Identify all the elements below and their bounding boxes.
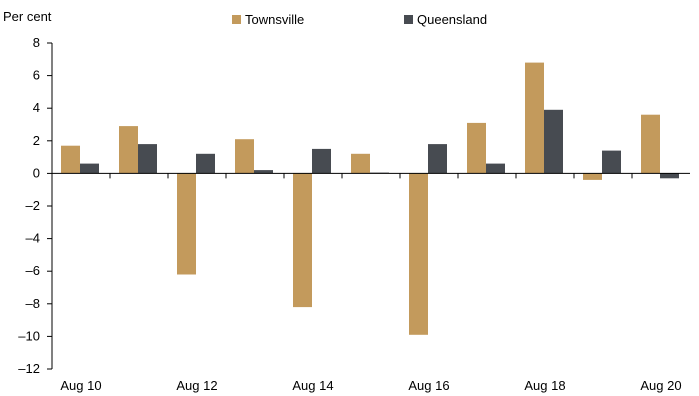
bar-townsville-aug-12 xyxy=(177,173,196,275)
y-tick-label: 2 xyxy=(33,133,40,148)
y-tick-label: 8 xyxy=(33,35,40,50)
bar-queensland-aug-12 xyxy=(196,153,215,174)
bar-queensland-aug-11 xyxy=(138,144,157,174)
bar-queensland-aug-18 xyxy=(544,109,563,174)
y-tick-label: 6 xyxy=(33,68,40,83)
bar-queensland-aug-17 xyxy=(486,163,505,174)
bar-townsville-aug-16 xyxy=(409,173,428,335)
legend-label-queensland: Queensland xyxy=(417,12,488,27)
y-tick-label: 0 xyxy=(33,165,40,180)
bar-queensland-aug-10 xyxy=(80,163,99,174)
x-tick-label: Aug 16 xyxy=(408,378,449,393)
bar-townsville-aug-10 xyxy=(61,145,80,174)
legend-swatch-queensland xyxy=(404,15,413,24)
bar-townsville-aug-15 xyxy=(351,153,370,174)
bar-townsville-aug-17 xyxy=(467,122,486,174)
x-tick-label: Aug 12 xyxy=(176,378,217,393)
bar-queensland-aug-16 xyxy=(428,144,447,174)
bar-townsville-aug-20 xyxy=(641,114,660,174)
bar-townsville-aug-13 xyxy=(235,139,254,174)
bar-townsville-aug-19 xyxy=(583,173,602,180)
y-tick-label: –12 xyxy=(18,361,40,376)
legend-label-townsville: Townsville xyxy=(245,12,305,27)
bar-queensland-aug-20 xyxy=(660,173,679,179)
bar-queensland-aug-19 xyxy=(602,150,621,174)
legend-item-queensland: Queensland xyxy=(404,12,487,27)
y-tick-label: 4 xyxy=(33,100,40,115)
y-axis-title: Per cent xyxy=(3,9,52,24)
x-tick-label: Aug 20 xyxy=(640,378,681,393)
x-tick-label: Aug 18 xyxy=(524,378,565,393)
x-tick-label: Aug 14 xyxy=(292,378,333,393)
bar-queensland-aug-14 xyxy=(312,148,331,174)
y-tick-label: –4 xyxy=(26,231,40,246)
legend-swatch-townsville xyxy=(232,15,241,24)
bar-townsville-aug-11 xyxy=(119,126,138,174)
y-tick-label: –6 xyxy=(26,263,40,278)
legend-item-townsville: Townsville xyxy=(232,12,304,27)
bar-townsville-aug-14 xyxy=(293,173,312,308)
y-tick-label: –8 xyxy=(26,296,40,311)
y-tick-label: –10 xyxy=(18,328,40,343)
bar-townsville-aug-18 xyxy=(525,62,544,174)
bar-queensland-aug-13 xyxy=(254,170,273,174)
x-tick-label: Aug 10 xyxy=(60,378,101,393)
y-tick-label: –2 xyxy=(26,198,40,213)
